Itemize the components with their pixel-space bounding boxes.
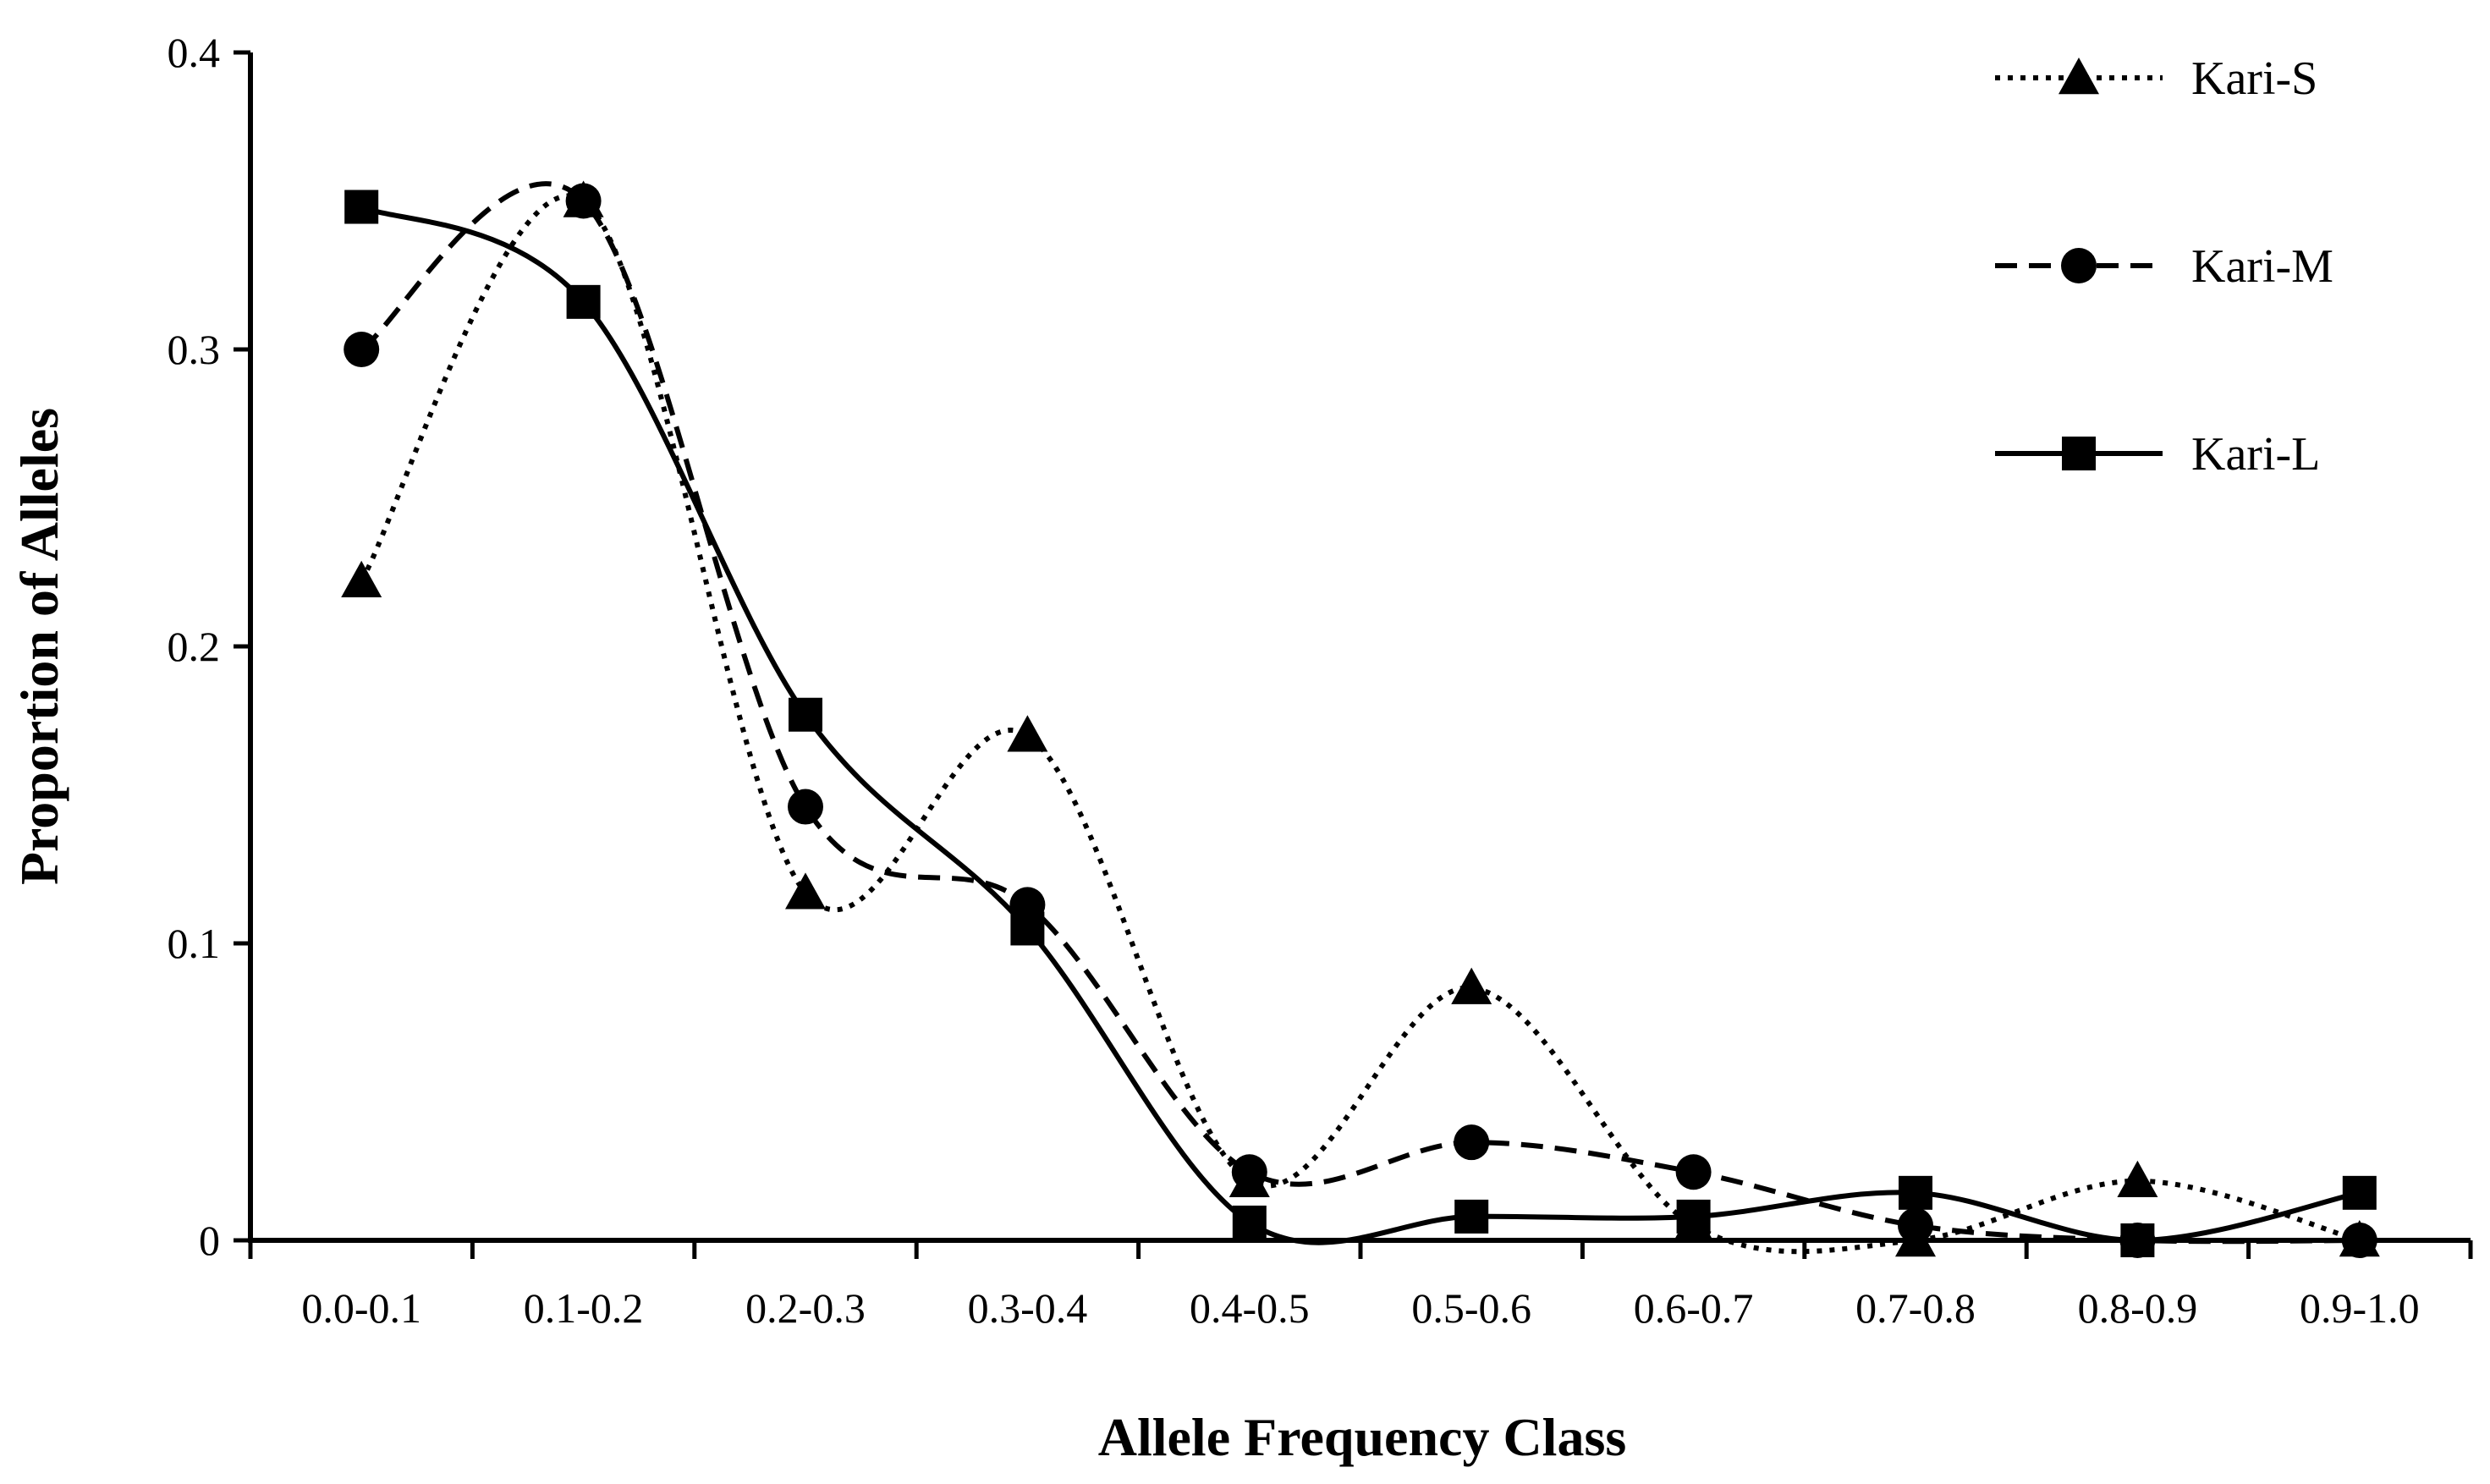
- x-tick-label: 0.0-0.1: [301, 1284, 421, 1332]
- data-point: [341, 560, 382, 597]
- data-point: [344, 332, 380, 367]
- x-tick-label: 0.2-0.3: [745, 1284, 866, 1332]
- x-tick-label: 0.1-0.2: [524, 1284, 644, 1332]
- data-point: [2342, 1175, 2377, 1210]
- legend-item-kari-l: Kari-L: [1995, 428, 2320, 481]
- legend-marker: [2059, 58, 2099, 95]
- data-point: [1010, 911, 1045, 946]
- legend-label: Kari-L: [2191, 428, 2320, 481]
- x-tick-label: 0.7-0.8: [1855, 1284, 1976, 1332]
- data-point: [1675, 1154, 1712, 1190]
- y-tick-label: 0.4: [168, 29, 221, 76]
- series-line: [360, 204, 2361, 1245]
- data-point: [2341, 1223, 2377, 1258]
- data-point: [1899, 1175, 1932, 1210]
- x-tick-label: 0.3-0.4: [968, 1284, 1088, 1332]
- data-point: [2120, 1223, 2155, 1257]
- data-point: [788, 789, 823, 825]
- x-tick-label: 0.4-0.5: [1190, 1284, 1310, 1332]
- y-axis-title: Proportion of Alleles: [9, 408, 69, 885]
- x-tick-label: 0.6-0.7: [1634, 1284, 1754, 1332]
- axes: [248, 52, 2471, 1243]
- x-ticks: 0.0-0.1 0.1-0.2 0.2-0.3 0.3-0.4 0.4-0.5 0.5-0…: [248, 1240, 2473, 1332]
- y-tick-label: 0.2: [168, 623, 221, 670]
- y-tick-label: 0.1: [168, 920, 221, 967]
- data-point: [2117, 1160, 2158, 1197]
- legend-marker: [2061, 248, 2097, 283]
- legend-item-kari-m: Kari-M: [1995, 240, 2333, 293]
- legend: Kari-S Kari-M Kari-L: [1995, 52, 2333, 481]
- data-point: [565, 183, 602, 219]
- y-ticks: 0 0.1 0.2 0.3 0.4: [168, 29, 250, 1264]
- x-tick-label: 0.5-0.6: [1411, 1284, 1531, 1332]
- x-axis-title: Allele Frequency Class: [1098, 1407, 1627, 1467]
- data-point: [1898, 1207, 1933, 1244]
- data-point: [1451, 967, 1492, 1004]
- data-point: [785, 872, 826, 910]
- data-point: [1232, 1205, 1267, 1239]
- series-kari-l: [344, 190, 2377, 1257]
- data-point: [1231, 1154, 1267, 1190]
- y-tick-label: 0.3: [168, 326, 221, 373]
- legend-marker: [2062, 437, 2096, 470]
- data-point: [1007, 715, 1048, 752]
- x-tick-label: 0.8-0.9: [2078, 1284, 2198, 1332]
- data-point: [344, 190, 379, 224]
- data-point: [1454, 1199, 1489, 1234]
- x-tick-label: 0.9-1.0: [2300, 1284, 2420, 1332]
- data-point: [1676, 1199, 1711, 1234]
- legend-label: Kari-S: [2191, 52, 2317, 105]
- data-point: [566, 284, 601, 319]
- legend-item-kari-s: Kari-S: [1995, 52, 2317, 105]
- y-tick-label: 0: [199, 1217, 220, 1264]
- series-line: [360, 181, 2360, 1245]
- series-line: [359, 193, 2361, 1255]
- series-layer: [341, 180, 2380, 1258]
- data-point: [1454, 1124, 1490, 1161]
- legend-label: Kari-M: [2191, 240, 2333, 293]
- data-point: [789, 697, 822, 732]
